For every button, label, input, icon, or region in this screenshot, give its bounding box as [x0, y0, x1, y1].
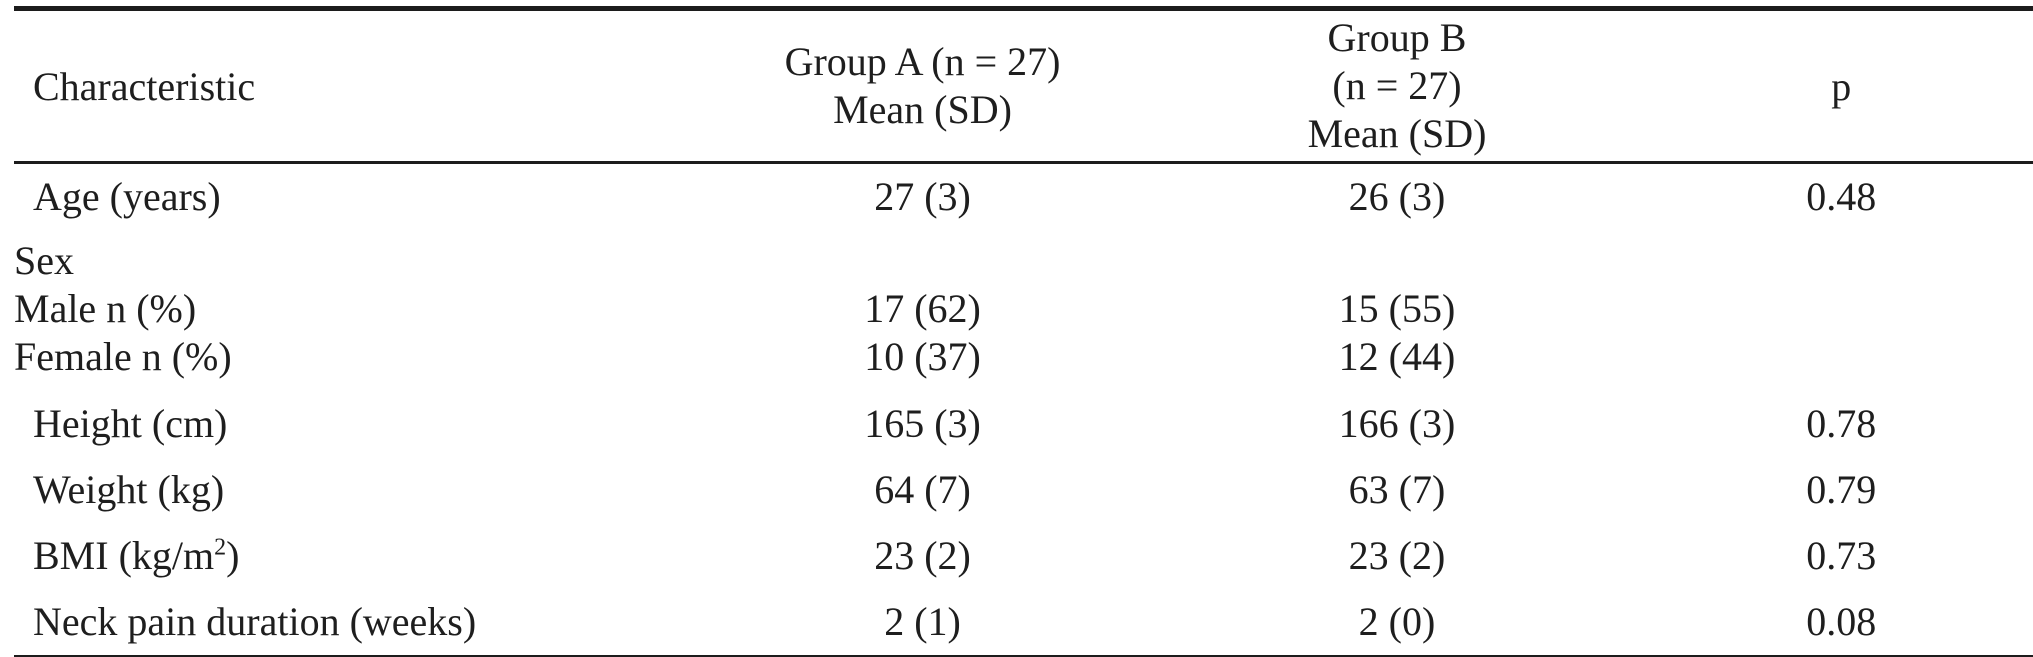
age-group-a-value: 27 (3) [874, 174, 971, 219]
characteristics-table: Characteristic Group A (n = 27) Mean (SD… [14, 6, 2033, 657]
height-label: Height (cm) [33, 401, 228, 446]
bmi-label-suffix: ) [226, 533, 240, 578]
female-label: Female n (%) [14, 334, 232, 379]
characteristics-table-wrap: Characteristic Group A (n = 27) Mean (SD… [14, 6, 2033, 657]
bmi-label-superscript: 2 [214, 534, 227, 561]
weight-group-b-value: 63 (7) [1348, 467, 1446, 512]
header-group-b-line1: Group B [1327, 15, 1467, 60]
weight-label: Weight (kg) [33, 467, 225, 512]
header-group-a-line2: Mean (SD) [833, 87, 1012, 132]
age-group-b-value: 26 (3) [1348, 174, 1446, 219]
sex-group-a-spacer [700, 237, 1144, 285]
header-group-a-line1: Group A (n = 27) [784, 39, 1061, 84]
bmi-group-a-value: 23 (2) [874, 533, 971, 578]
header-p: p [1649, 8, 2033, 164]
neck-pain-group-a-value: 2 (1) [884, 599, 961, 644]
header-group-b-line2: (n = 27) [1332, 63, 1462, 108]
sex-p-value [1649, 230, 2033, 391]
height-group-a-value: 165 (3) [864, 401, 981, 446]
sex-labels: Sex Male n (%) Female n (%) [14, 230, 700, 391]
table-header: Characteristic Group A (n = 27) Mean (SD… [14, 8, 2033, 164]
height-p-value: 0.78 [1806, 401, 1877, 446]
male-label: Male n (%) [14, 286, 197, 331]
header-characteristic: Characteristic [14, 8, 701, 164]
sex-group-b-spacer [1145, 237, 1650, 285]
sex-group-a-values: 17 (62) 10 (37) [700, 230, 1144, 391]
age-label: Age (years) [33, 174, 221, 219]
header-group-b: Group B (n = 27) Mean (SD) [1144, 8, 1650, 164]
sex-label: Sex [14, 238, 74, 283]
weight-p-value: 0.79 [1806, 467, 1877, 512]
neck-pain-p-value: 0.08 [1806, 599, 1877, 644]
neck-pain-label: Neck pain duration (weeks) [33, 599, 477, 644]
table-row-height: Height (cm) 165 (3) 166 (3) 0.78 [14, 391, 2033, 457]
table-row-neck-pain: Neck pain duration (weeks) 2 (1) 2 (0) 0… [14, 589, 2033, 657]
bmi-p-value: 0.73 [1806, 533, 1877, 578]
table-body: Age (years) 27 (3) 26 (3) 0.48 Sex Male … [14, 163, 2033, 657]
header-group-a: Group A (n = 27) Mean (SD) [700, 8, 1145, 164]
weight-group-a-value: 64 (7) [874, 467, 971, 512]
bmi-group-b-value: 23 (2) [1348, 533, 1446, 578]
header-row: Characteristic Group A (n = 27) Mean (SD… [14, 8, 2033, 164]
neck-pain-group-b-value: 2 (0) [1358, 599, 1436, 644]
age-p-value: 0.48 [1806, 174, 1877, 219]
female-group-b-value: 12 (44) [1338, 334, 1456, 379]
height-group-b-value: 166 (3) [1338, 401, 1456, 446]
female-group-a-value: 10 (37) [864, 334, 981, 379]
male-group-a-value: 17 (62) [864, 286, 981, 331]
header-group-b-line3: Mean (SD) [1307, 111, 1487, 156]
bmi-label-prefix: BMI (kg/m [33, 533, 215, 578]
table-row-bmi: BMI (kg/m2) 23 (2) 23 (2) 0.73 [14, 523, 2033, 589]
sex-group-b-values: 15 (55) 12 (44) [1145, 230, 1650, 391]
male-group-b-value: 15 (55) [1338, 286, 1456, 331]
bmi-label: BMI (kg/m2) [14, 523, 700, 589]
table-row-age: Age (years) 27 (3) 26 (3) 0.48 [14, 163, 2033, 231]
table-row-sex-block: Sex Male n (%) Female n (%) 17 (62) 10 (… [14, 230, 2033, 391]
table-row-weight: Weight (kg) 64 (7) 63 (7) 0.79 [14, 457, 2033, 523]
